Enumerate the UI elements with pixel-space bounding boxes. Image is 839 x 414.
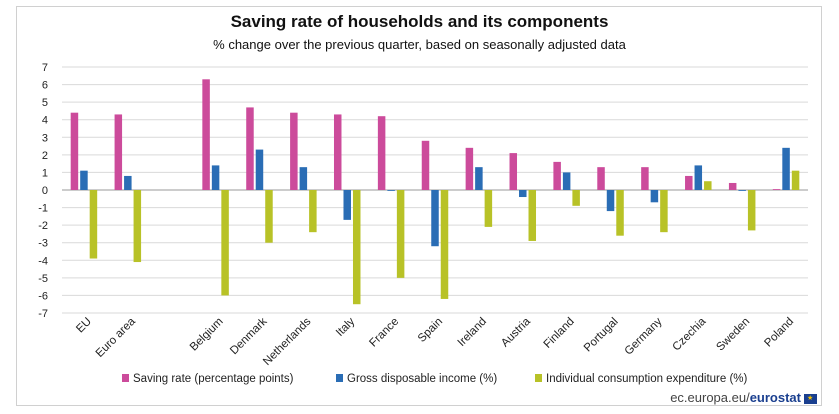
y-tick-label: -5 — [38, 273, 48, 285]
bar — [221, 190, 229, 296]
x-tick-label: Italy — [334, 315, 358, 339]
bar — [124, 175, 132, 190]
bar — [387, 190, 395, 191]
y-tick-label: 2 — [42, 150, 48, 162]
x-tick-label: Euro area — [94, 315, 139, 360]
y-tick-label: 0 — [42, 185, 48, 197]
bar — [89, 190, 98, 259]
chart-title: Saving rate of households and its compon… — [230, 12, 609, 31]
bar — [509, 153, 518, 190]
y-tick-label: -1 — [38, 203, 48, 215]
legend-swatch — [122, 374, 129, 382]
source-credit: ec.europa.eu/eurostat — [670, 390, 817, 405]
bar — [616, 190, 624, 236]
bar — [133, 190, 142, 263]
legend-label: Saving rate (percentage points) — [133, 373, 294, 385]
bar — [343, 190, 351, 220]
bar — [211, 165, 220, 190]
bar — [475, 167, 483, 190]
source-brand: eurostat — [749, 390, 801, 405]
legend-label: Individual consumption expenditure (%) — [546, 373, 748, 385]
bar — [519, 190, 527, 198]
x-tick-label: Portugal — [582, 316, 621, 355]
bar — [791, 170, 800, 190]
bar — [377, 116, 386, 190]
bar — [202, 79, 210, 190]
bar — [465, 147, 474, 190]
bar — [265, 190, 273, 243]
x-tick-label: Spain — [416, 316, 445, 345]
chart-subtitle: % change over the previous quarter, base… — [213, 37, 626, 52]
bar — [728, 182, 737, 190]
y-tick-label: -2 — [38, 220, 48, 232]
bar — [299, 167, 308, 190]
bar — [685, 175, 693, 190]
bar — [352, 190, 361, 305]
bar — [650, 190, 659, 203]
bar — [528, 190, 537, 241]
bar — [333, 114, 342, 190]
x-tick-label: Denmark — [228, 315, 270, 357]
bar — [246, 107, 254, 190]
legend-label: Gross disposable income (%) — [347, 373, 497, 385]
x-tick-label: Finland — [542, 316, 577, 351]
x-tick-label: Germany — [623, 315, 665, 357]
bar — [694, 165, 703, 190]
y-tick-label: 6 — [42, 80, 48, 92]
bar — [255, 149, 264, 190]
y-tick-label: 3 — [42, 132, 48, 144]
x-tick-label: Austria — [499, 315, 533, 349]
bar — [660, 190, 668, 233]
bar — [440, 190, 449, 299]
legend-swatch — [336, 374, 343, 382]
bar — [704, 181, 712, 190]
bar — [553, 161, 561, 190]
x-tick-label: EU — [74, 316, 94, 336]
bar — [572, 190, 580, 206]
chart-frame — [16, 6, 822, 406]
x-tick-label: Poland — [762, 316, 796, 350]
x-tick-label: Czechia — [671, 315, 709, 353]
bar — [782, 147, 790, 190]
y-tick-label: 4 — [42, 115, 48, 127]
bar — [70, 112, 79, 190]
bar — [114, 114, 123, 190]
bar — [606, 190, 615, 212]
bar — [309, 190, 317, 233]
y-tick-label: 5 — [42, 97, 48, 109]
bar — [597, 167, 605, 190]
bar — [421, 140, 430, 190]
y-tick-label: 1 — [42, 167, 48, 179]
x-tick-label: France — [367, 316, 401, 350]
x-tick-label: Sweden — [714, 316, 752, 354]
bar — [738, 190, 746, 191]
source-prefix: ec.europa.eu/ — [670, 390, 750, 405]
bar — [290, 112, 298, 190]
bar — [80, 170, 88, 190]
x-tick-label: Netherlands — [261, 315, 314, 368]
bar — [747, 190, 756, 231]
bar — [641, 167, 649, 190]
x-tick-label: Ireland — [456, 316, 489, 349]
bar — [484, 190, 493, 227]
y-tick-label: -3 — [38, 238, 48, 250]
legend-swatch — [535, 374, 542, 382]
y-tick-label: -4 — [38, 255, 48, 267]
bar — [431, 190, 439, 247]
y-tick-label: 7 — [42, 62, 48, 74]
y-tick-label: -6 — [38, 290, 48, 302]
y-tick-label: -7 — [38, 308, 48, 320]
bar — [396, 190, 405, 278]
x-tick-label: Belgium — [188, 316, 226, 354]
eu-flag-icon — [804, 393, 817, 404]
bar — [772, 189, 781, 190]
bar — [562, 172, 571, 190]
